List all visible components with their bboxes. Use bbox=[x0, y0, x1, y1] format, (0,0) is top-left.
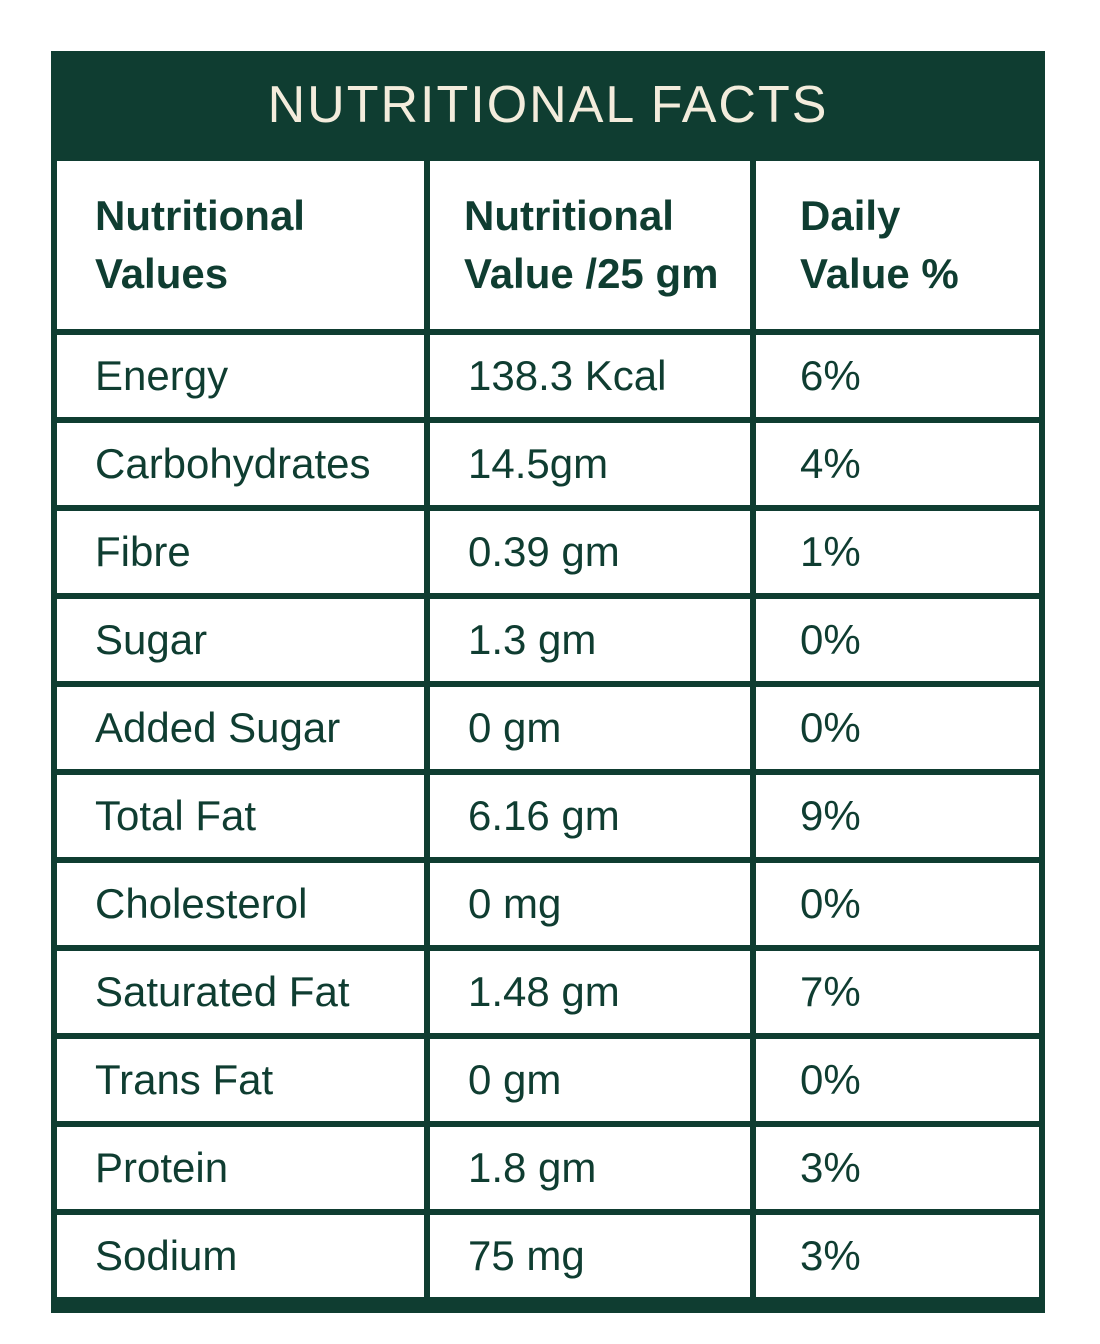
table-row: Protein 1.8 gm 3% bbox=[57, 1127, 1039, 1209]
table-row: Total Fat 6.16 gm 9% bbox=[57, 775, 1039, 857]
daily-value: 3% bbox=[756, 1215, 1039, 1297]
nutrient-name: Fibre bbox=[57, 511, 424, 593]
table-row: Trans Fat 0 gm 0% bbox=[57, 1039, 1039, 1121]
header-daily-value-percent: Daily Value % bbox=[756, 161, 1039, 329]
daily-value: 6% bbox=[756, 335, 1039, 417]
table-row: Sugar 1.3 gm 0% bbox=[57, 599, 1039, 681]
nutrient-amount: 14.5gm bbox=[430, 423, 750, 505]
daily-value: 3% bbox=[756, 1127, 1039, 1209]
nutrient-name: Saturated Fat bbox=[57, 951, 424, 1033]
title-bar: NUTRITIONAL FACTS bbox=[51, 51, 1045, 155]
table-body: Energy 138.3 Kcal 6% Carbohydrates 14.5gm 4% F… bbox=[57, 335, 1039, 1297]
nutrient-name: Sugar bbox=[57, 599, 424, 681]
nutrient-name: Cholesterol bbox=[57, 863, 424, 945]
nutrient-amount: 0 gm bbox=[430, 687, 750, 769]
table-row: Added Sugar 0 gm 0% bbox=[57, 687, 1039, 769]
header-nutritional-values: Nutritional Values bbox=[57, 161, 424, 329]
daily-value: 9% bbox=[756, 775, 1039, 857]
nutrient-name: Added Sugar bbox=[57, 687, 424, 769]
nutrient-name: Protein bbox=[57, 1127, 424, 1209]
table-row: Sodium 75 mg 3% bbox=[57, 1215, 1039, 1297]
nutrient-name: Carbohydrates bbox=[57, 423, 424, 505]
nutrient-name: Sodium bbox=[57, 1215, 424, 1297]
daily-value: 0% bbox=[756, 863, 1039, 945]
nutrient-amount: 0 mg bbox=[430, 863, 750, 945]
daily-value: 0% bbox=[756, 1039, 1039, 1121]
nutrient-amount: 0 gm bbox=[430, 1039, 750, 1121]
table-row: Cholesterol 0 mg 0% bbox=[57, 863, 1039, 945]
table-row: Saturated Fat 1.48 gm 7% bbox=[57, 951, 1039, 1033]
table-row: Carbohydrates 14.5gm 4% bbox=[57, 423, 1039, 505]
daily-value: 4% bbox=[756, 423, 1039, 505]
header-row: Nutritional Values Nutritional Value /25 g… bbox=[57, 161, 1039, 329]
header-nutritional-value-per-serving: Nutritional Value /25 gm bbox=[430, 161, 750, 329]
nutrient-name: Energy bbox=[57, 335, 424, 417]
nutrient-amount: 1.8 gm bbox=[430, 1127, 750, 1209]
nutrient-amount: 6.16 gm bbox=[430, 775, 750, 857]
table-row: Fibre 0.39 gm 1% bbox=[57, 511, 1039, 593]
daily-value: 7% bbox=[756, 951, 1039, 1033]
daily-value: 0% bbox=[756, 599, 1039, 681]
nutrient-amount: 75 mg bbox=[430, 1215, 750, 1297]
nutrient-amount: 1.3 gm bbox=[430, 599, 750, 681]
nutrient-name: Trans Fat bbox=[57, 1039, 424, 1121]
daily-value: 1% bbox=[756, 511, 1039, 593]
table-row: Energy 138.3 Kcal 6% bbox=[57, 335, 1039, 417]
nutrient-amount: 0.39 gm bbox=[430, 511, 750, 593]
nutrition-table: Nutritional Values Nutritional Value /25 g… bbox=[51, 155, 1045, 1303]
nutrient-amount: 1.48 gm bbox=[430, 951, 750, 1033]
panel-title: NUTRITIONAL FACTS bbox=[267, 76, 829, 134]
nutrient-amount: 138.3 Kcal bbox=[430, 335, 750, 417]
daily-value: 0% bbox=[756, 687, 1039, 769]
nutrition-facts-panel: NUTRITIONAL FACTS Nutritional Values Nutr… bbox=[51, 51, 1045, 1313]
nutrient-name: Total Fat bbox=[57, 775, 424, 857]
